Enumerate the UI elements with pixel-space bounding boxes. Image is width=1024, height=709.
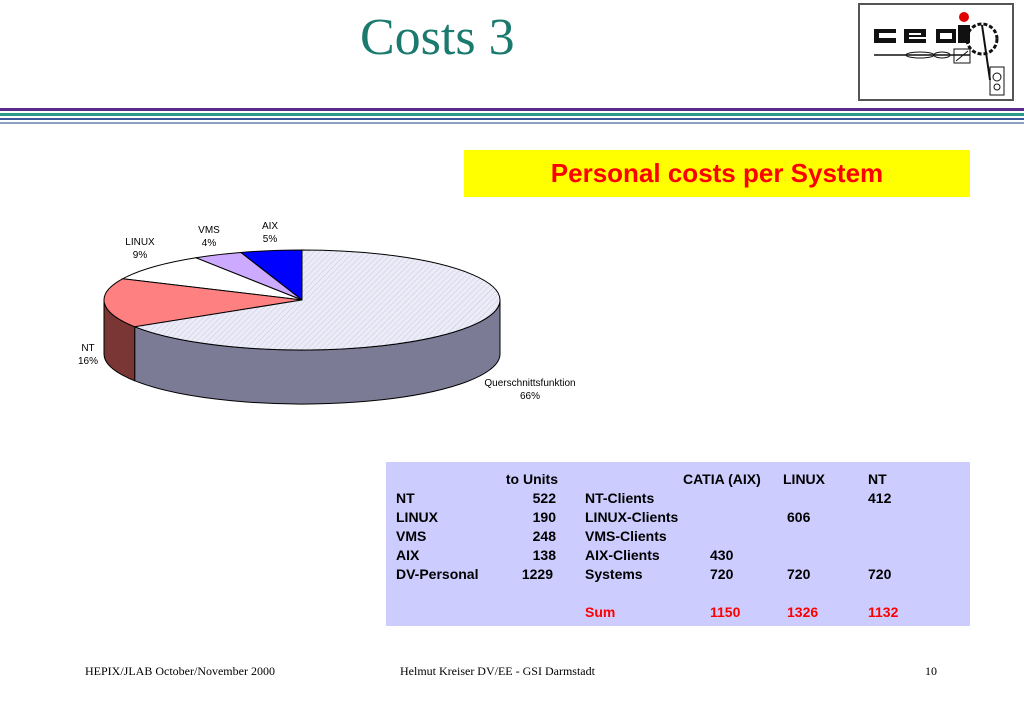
pie-label-querschnitt: Querschnittsfunktion 66% <box>470 377 590 403</box>
header-catia: CATIA (AIX) <box>683 471 761 487</box>
pie-label-nt-pct: 16% <box>77 356 98 367</box>
pie-label-aix: AIX 5% <box>250 220 290 246</box>
pie-label-aix-pct: 5% <box>262 234 278 245</box>
row-sum-catia: 1150 <box>710 604 741 620</box>
footer-left: HEPIX/JLAB October/November 2000 <box>85 664 275 678</box>
pie-slice-nt <box>103 278 303 328</box>
pie-label-linux: LINUX 9% <box>112 236 168 262</box>
row-linux-value: 190 <box>532 509 556 525</box>
header-linux: LINUX <box>783 471 825 487</box>
pie-label-linux-pct: 9% <box>132 250 148 261</box>
row-linuxclients-name: LINUX-Clients <box>585 509 679 525</box>
slide-title: Costs 3 <box>360 9 515 66</box>
row-nt-value: 522 <box>532 490 556 506</box>
pie-label-vms-pct: 4% <box>201 238 217 249</box>
header-rule-teal <box>0 113 1024 116</box>
footer-center: Helmut Kreiser DV/EE - GSI Darmstadt <box>400 664 595 678</box>
row-vms-name: VMS <box>396 528 427 544</box>
row-sum-linux: 1326 <box>787 604 819 620</box>
cost-table: to Units CATIA (AIX) LINUX NT NT 522 LIN… <box>386 462 970 626</box>
row-aixclients-catia: 430 <box>710 547 734 563</box>
row-sum-nt: 1132 <box>868 604 899 620</box>
pie-label-aix-name: AIX <box>261 221 279 232</box>
row-linux-name: LINUX <box>396 509 438 525</box>
row-vms-value: 248 <box>532 528 556 544</box>
row-nt-name: NT <box>396 490 415 506</box>
row-aix-value: 138 <box>532 547 556 563</box>
row-vmsclients-name: VMS-Clients <box>585 528 667 544</box>
row-systems-catia: 720 <box>710 566 734 582</box>
pie-label-querschnitt-pct: 66% <box>519 391 540 402</box>
row-dvpersonal-name: DV-Personal <box>396 566 479 582</box>
row-dvpersonal-value: 1229 <box>521 566 553 582</box>
pie-label-nt-name: NT <box>81 343 95 354</box>
pie-label-nt: NT 16% <box>66 342 110 368</box>
pie-chart <box>103 249 501 405</box>
row-systems-nt: 720 <box>868 566 892 582</box>
subtitle-box: Personal costs per System <box>464 150 970 197</box>
header-to-units: to Units <box>505 471 558 487</box>
row-ntclients-nt: 412 <box>868 490 892 506</box>
gsi-logo-graphic <box>874 12 1005 96</box>
header-rule-thin <box>0 118 1024 120</box>
row-aixclients-name: AIX-Clients <box>585 547 660 563</box>
header-rule-grey <box>0 122 1024 124</box>
row-systems-linux: 720 <box>787 566 811 582</box>
header-nt: NT <box>868 471 887 487</box>
pie-label-linux-name: LINUX <box>125 237 155 248</box>
row-aix-name: AIX <box>396 547 420 563</box>
row-ntclients-name: NT-Clients <box>585 490 655 506</box>
pie-label-querschnitt-name: Querschnittsfunktion <box>484 378 576 389</box>
pie-slice-querschnittsfunktion <box>132 249 501 351</box>
row-systems-name: Systems <box>585 566 643 582</box>
gsi-logo <box>858 3 1014 101</box>
row-sum-name: Sum <box>585 604 616 620</box>
pie-slice-linux <box>121 257 303 301</box>
row-linuxclients-linux: 606 <box>787 509 811 525</box>
pie-label-vms: VMS 4% <box>186 224 232 250</box>
header-rule-purple <box>0 108 1024 111</box>
subtitle-text: Personal costs per System <box>550 158 884 188</box>
pie-label-vms-name: VMS <box>198 225 220 236</box>
footer-page-number: 10 <box>925 664 937 678</box>
